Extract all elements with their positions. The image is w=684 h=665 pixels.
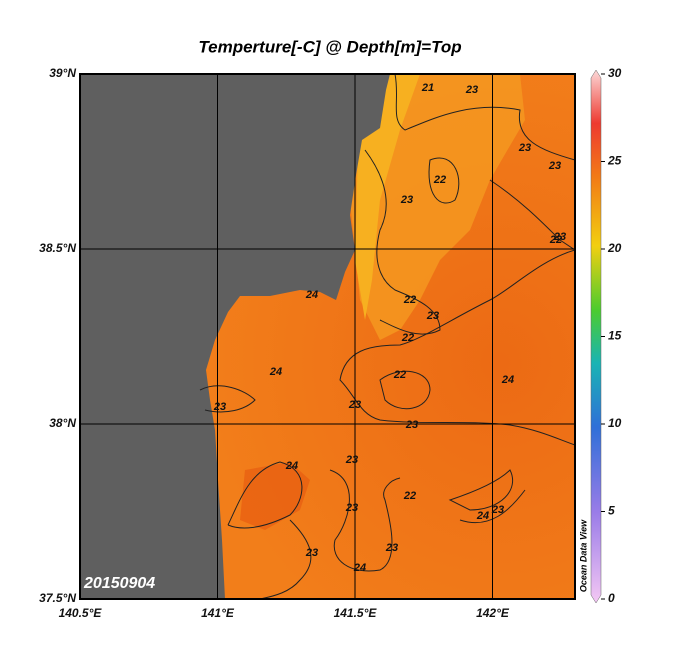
contour-label: 23 xyxy=(213,401,226,413)
contour-label: 22 xyxy=(403,490,416,502)
contour-label: 22 xyxy=(393,369,406,381)
x-tick-label: 142°E xyxy=(476,606,510,620)
graticule: 140.5°E 141°E 141.5°E 142°E 37.5°N 38°N 38.5°N… xyxy=(39,66,575,620)
contour-label: 24 xyxy=(476,510,489,522)
contours xyxy=(199,74,575,599)
x-tick-label: 141.5°E xyxy=(334,606,378,620)
colorbar-tick-label: 0 xyxy=(608,591,615,605)
contour-label: 23 xyxy=(400,194,413,206)
y-tick-label: 38.5°N xyxy=(39,241,76,255)
y-tick-label: 38°N xyxy=(49,416,76,430)
contour-label: 24 xyxy=(501,374,514,386)
contour-label: 23 xyxy=(518,142,531,154)
contour-label: 24 xyxy=(305,289,318,301)
colorbar-tick-label: 15 xyxy=(608,329,622,343)
x-tick-label: 140.5°E xyxy=(59,606,103,620)
colorbar-tick-label: 5 xyxy=(608,504,615,518)
contour-label: 23 xyxy=(385,542,398,554)
colorbar-tick-label: 10 xyxy=(608,416,622,430)
watermark: Ocean Data View xyxy=(578,519,588,592)
colorbar-ticks: 0 5 10 15 20 25 30 xyxy=(601,66,622,605)
date-label: 20150904 xyxy=(83,575,155,592)
colorbar-tick-label: 30 xyxy=(608,66,622,80)
contour-label: 23 xyxy=(405,419,418,431)
map-area xyxy=(80,74,575,599)
contour-label: 24 xyxy=(269,366,282,378)
y-tick-label: 37.5°N xyxy=(39,591,76,605)
contour-label: 24 xyxy=(353,562,366,574)
contour-label: 23 xyxy=(305,547,318,559)
contour-label: 21 xyxy=(421,82,434,94)
contour-label: 23 xyxy=(345,502,358,514)
y-tick-label: 39°N xyxy=(49,66,76,80)
map-title: Temperture[-C] @ Depth[m]=Top xyxy=(198,37,461,56)
cool-water xyxy=(355,74,420,320)
contour-label: 23 xyxy=(548,160,561,172)
contour-label: 23 xyxy=(491,504,504,516)
colorbar-tick-label: 25 xyxy=(607,154,622,168)
contour-label: 22 xyxy=(403,294,416,306)
contour-label: 22 xyxy=(549,234,562,246)
contour-label: 23 xyxy=(426,310,439,322)
contour-label: 22 xyxy=(433,174,446,186)
contour-label: 22 xyxy=(401,332,414,344)
contour-label: 24 xyxy=(285,460,298,472)
colorbar xyxy=(590,69,602,604)
contour-label: 23 xyxy=(465,84,478,96)
contour-label: 23 xyxy=(345,454,358,466)
x-tick-label: 141°E xyxy=(201,606,235,620)
colorbar-tick-label: 20 xyxy=(607,241,622,255)
contour-label: 23 xyxy=(348,399,361,411)
land xyxy=(80,74,390,599)
contour-label: 23 xyxy=(553,231,566,243)
